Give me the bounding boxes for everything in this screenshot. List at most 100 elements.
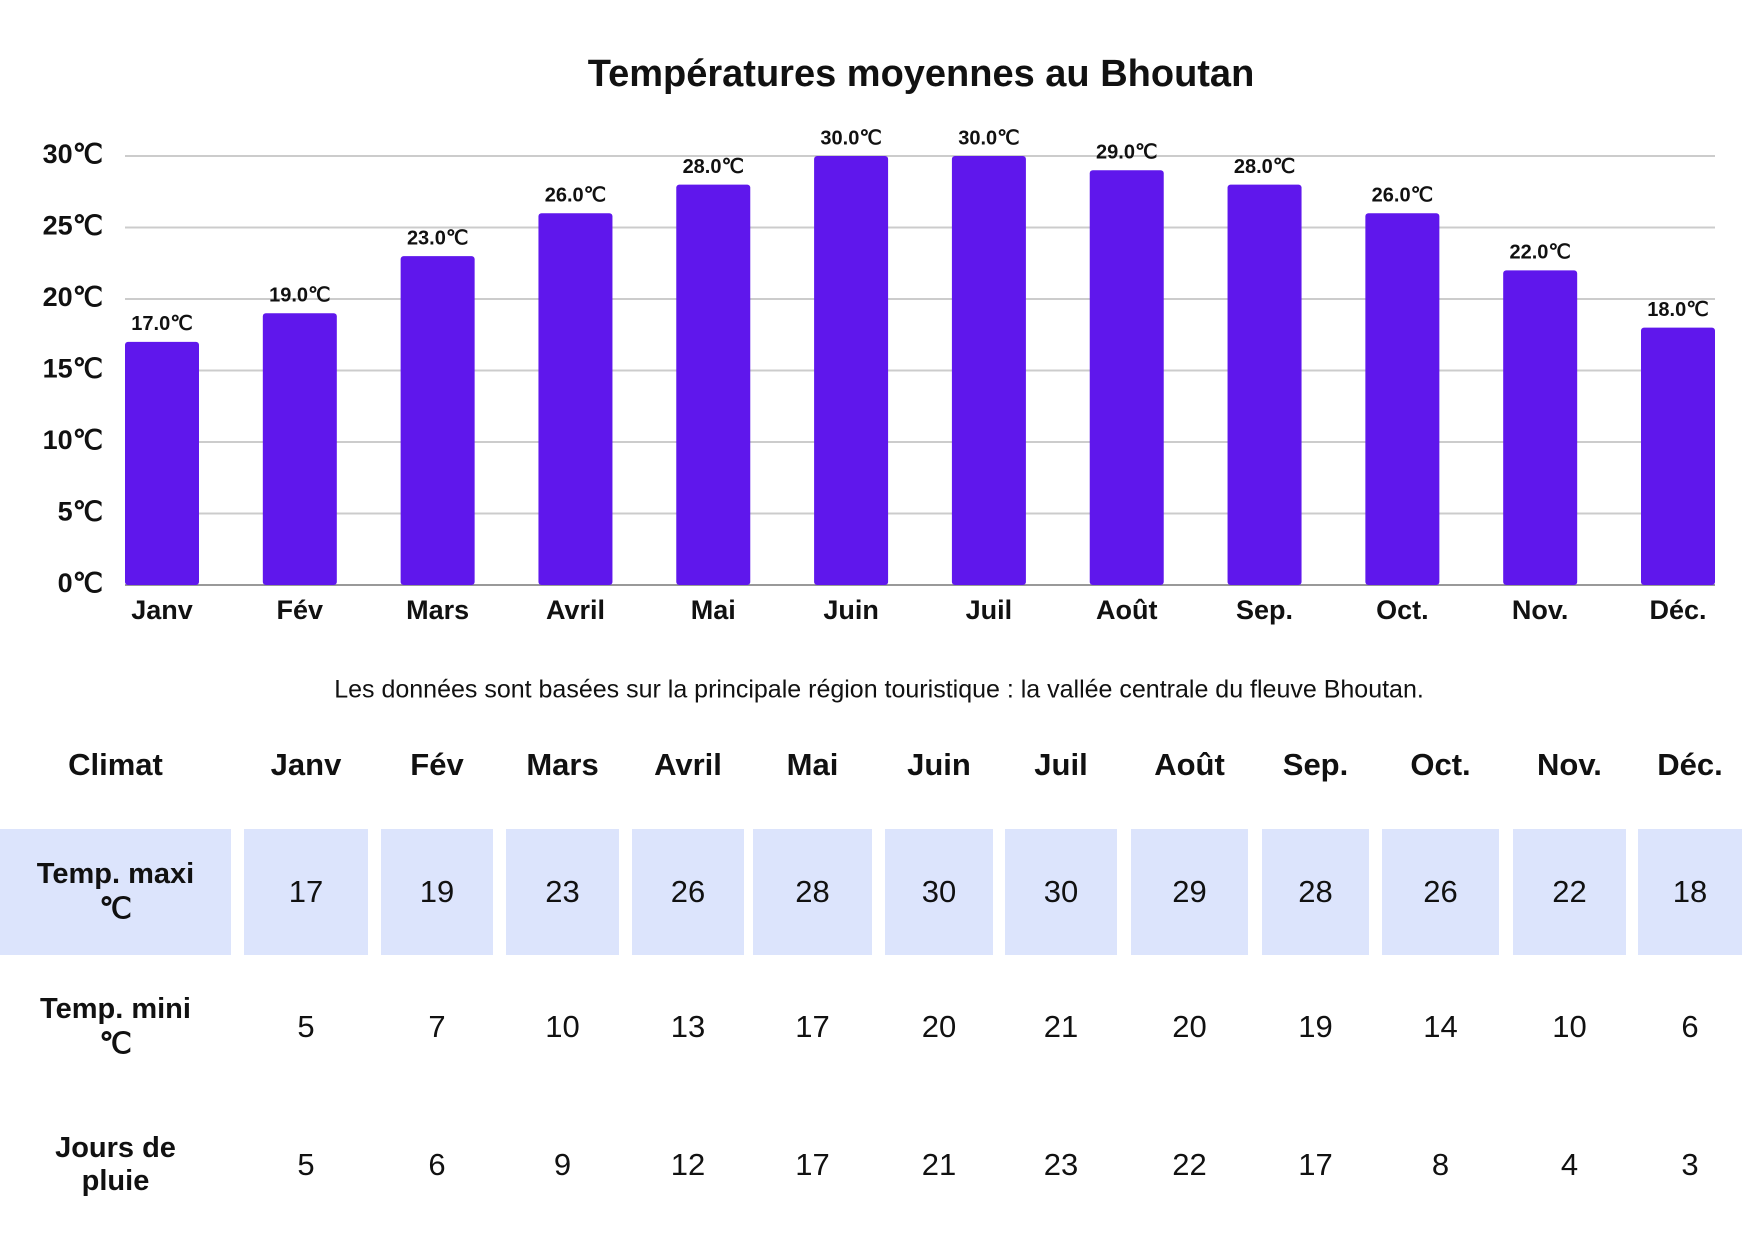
table-cell-text: 18 xyxy=(1672,874,1708,909)
y-tick-label: 30℃ xyxy=(43,139,103,169)
bar xyxy=(1503,270,1578,585)
table-cell: 6 xyxy=(1638,961,1742,1092)
table-cell: 22 xyxy=(1513,829,1626,955)
table-cell-text: 20 xyxy=(1172,1008,1207,1044)
table-cell: 10 xyxy=(1513,961,1626,1092)
value-label: 17.0℃ xyxy=(131,313,192,335)
table-cell: 21 xyxy=(1005,961,1117,1092)
header-cell: Nov. xyxy=(1513,730,1626,800)
bar xyxy=(814,156,889,585)
table-cell: 6 xyxy=(381,1100,493,1230)
y-tick-label: 15℃ xyxy=(43,354,103,384)
table-cell: 20 xyxy=(885,961,993,1092)
table-cell-text: 22 xyxy=(1552,874,1587,909)
table-cell-text: 28 xyxy=(795,874,830,909)
table-cell-text: 26 xyxy=(670,874,706,909)
table-cell-text: 10 xyxy=(545,1008,580,1044)
header-cell: Mars xyxy=(506,730,619,800)
header-cell-text: Avril xyxy=(654,747,722,782)
table-cell-text: 17 xyxy=(1298,1147,1333,1182)
x-tick-label: Mars xyxy=(406,595,469,625)
table-cell: 9 xyxy=(506,1100,619,1230)
table-cell-text: 20 xyxy=(921,1008,957,1044)
table-cell-text: 5 xyxy=(297,1008,315,1044)
table-cell: 28 xyxy=(1262,829,1369,955)
table-cell-text: 12 xyxy=(670,1147,706,1182)
table-cell-text: 29 xyxy=(1172,874,1207,909)
value-label: 19.0℃ xyxy=(269,285,330,307)
y-tick-label: 20℃ xyxy=(43,282,103,312)
row-label: Jours de pluie xyxy=(0,1100,231,1230)
table-cell: 21 xyxy=(885,1100,993,1230)
row-label-text: Temp. maxi ℃ xyxy=(36,858,195,925)
value-label: 18.0℃ xyxy=(1647,299,1708,321)
table-cell-text: 19 xyxy=(419,874,455,909)
table-cell-text: 5 xyxy=(297,1147,315,1182)
value-label: 30.0℃ xyxy=(820,127,881,149)
table-cell: 19 xyxy=(381,829,493,955)
table-cell: 30 xyxy=(1005,829,1117,955)
table-cell-text: 3 xyxy=(1681,1147,1699,1182)
header-cell-text: Sep. xyxy=(1282,747,1349,782)
table-cell: 18 xyxy=(1638,829,1742,955)
value-label: 26.0℃ xyxy=(1372,184,1433,206)
table-cell: 17 xyxy=(244,829,368,955)
table-cell: 28 xyxy=(753,829,872,955)
x-tick-label: Janv xyxy=(131,595,193,625)
y-tick-label: 25℃ xyxy=(43,211,103,241)
table-cell-text: 14 xyxy=(1423,1008,1458,1044)
table-cell-text: 8 xyxy=(1431,1147,1450,1182)
x-tick-label: Déc. xyxy=(1649,595,1706,625)
table-cell-text: 21 xyxy=(1043,1008,1079,1044)
table-cell: 17 xyxy=(753,1100,872,1230)
table-cell: 20 xyxy=(1131,961,1248,1092)
table-cell: 26 xyxy=(632,829,744,955)
row-label-text: Temp. mini ℃ xyxy=(40,992,191,1060)
header-cell: Déc. xyxy=(1638,730,1742,800)
table-cell-text: 23 xyxy=(545,874,580,909)
chart-title: Températures moyennes au Bhoutan xyxy=(588,53,1255,95)
bar xyxy=(676,184,751,585)
header-cell-text: Mai xyxy=(786,747,839,782)
value-label: 26.0℃ xyxy=(545,184,606,206)
header-cell: Juin xyxy=(885,730,993,800)
table-cell: 29 xyxy=(1131,829,1248,955)
table-cell: 23 xyxy=(506,829,619,955)
table-cell-text: 30 xyxy=(921,874,957,909)
y-tick-label: 5℃ xyxy=(58,497,103,527)
bar xyxy=(1641,327,1715,585)
table-cell-text: 19 xyxy=(1298,1008,1333,1044)
table-cell: 13 xyxy=(632,961,744,1092)
table-cell-text: 28 xyxy=(1298,874,1333,909)
x-tick-label: Fév xyxy=(277,595,324,625)
x-tick-label: Nov. xyxy=(1512,595,1569,625)
table-cell: 22 xyxy=(1131,1100,1248,1230)
table-cell-text: 10 xyxy=(1552,1008,1587,1044)
x-tick-label: Mai xyxy=(691,595,736,625)
header-cell-text: Déc. xyxy=(1657,747,1723,782)
y-tick-label: 10℃ xyxy=(43,425,103,455)
table-cell: 5 xyxy=(244,961,368,1092)
table-cell: 7 xyxy=(381,961,493,1092)
table-cell: 12 xyxy=(632,1100,744,1230)
header-cell-text: Fév xyxy=(410,747,464,782)
header-cell-text: Nov. xyxy=(1537,747,1602,782)
header-cell-text: Mars xyxy=(526,747,599,782)
x-tick-label: Août xyxy=(1096,595,1157,625)
table-cell-text: 21 xyxy=(921,1147,957,1182)
bar xyxy=(1365,213,1440,585)
header-cell: Janv xyxy=(244,730,368,800)
table-cell: 17 xyxy=(1262,1100,1369,1230)
row-label: Temp. mini ℃ xyxy=(0,961,231,1092)
x-tick-label: Sep. xyxy=(1236,595,1293,625)
x-tick-label: Oct. xyxy=(1376,595,1429,625)
row-label: Temp. maxi ℃ xyxy=(0,829,231,955)
y-tick-label: 0℃ xyxy=(58,568,103,598)
header-cell: Juil xyxy=(1005,730,1117,800)
table-cell: 26 xyxy=(1382,829,1499,955)
header-cell-text: Août xyxy=(1154,747,1225,782)
bar xyxy=(1089,170,1164,586)
header-cell: Mai xyxy=(753,730,872,800)
table-cell: 10 xyxy=(506,961,619,1092)
